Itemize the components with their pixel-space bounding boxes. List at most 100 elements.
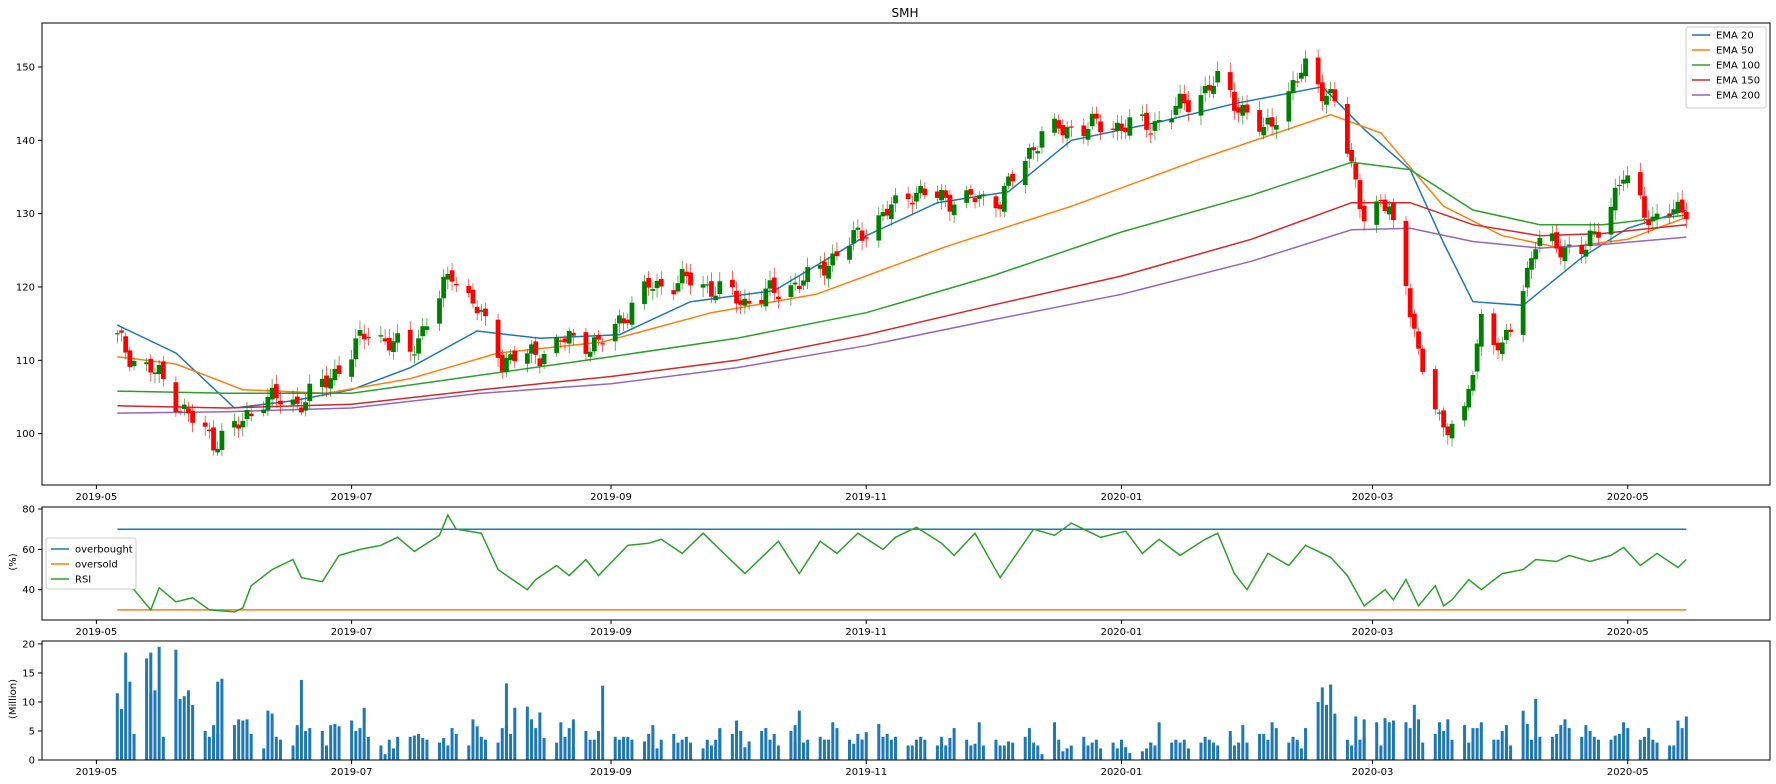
volume-bar — [852, 743, 856, 760]
volume-bar — [308, 728, 312, 760]
volume-bar — [630, 739, 634, 760]
candle-body — [131, 360, 137, 367]
candle-body — [1257, 110, 1262, 132]
price-x-axis: 2019-05 2019-07 2019-09 2019-11 2020-01 2020-… — [75, 485, 1649, 503]
volume-bar — [944, 745, 948, 760]
candle-body — [968, 189, 974, 195]
volume-bar — [513, 707, 517, 760]
volume-bar — [1412, 704, 1416, 760]
candle-body — [512, 350, 518, 362]
candle-body — [1265, 117, 1271, 125]
volume-bar — [1647, 728, 1651, 760]
candle-body — [964, 190, 970, 203]
volume-bar — [1258, 733, 1262, 760]
candle-body — [642, 281, 647, 304]
candle-body — [671, 290, 677, 295]
candle-body — [1119, 123, 1124, 131]
candle-body — [863, 237, 869, 239]
volume-bar — [998, 745, 1002, 760]
volume-bar — [304, 730, 308, 760]
volume-bar — [191, 704, 195, 760]
candle-body — [1520, 291, 1526, 335]
volume-bar — [601, 685, 605, 760]
volume-bar — [743, 747, 747, 760]
volume-bar — [291, 745, 295, 760]
volume-bar — [1082, 745, 1086, 760]
candle-body — [1524, 267, 1530, 288]
volume-bar — [1032, 742, 1036, 760]
volume-bar — [1295, 739, 1299, 760]
volume-bar — [182, 696, 186, 760]
volume-bar — [1057, 739, 1061, 760]
candle-body — [1269, 117, 1275, 127]
candle-body — [1206, 84, 1212, 91]
candle-body — [1478, 313, 1484, 347]
candle-body — [654, 280, 660, 289]
volume-bar — [1270, 722, 1274, 760]
volume-bar — [1496, 739, 1500, 760]
volume-bar — [680, 739, 684, 760]
candle-body — [775, 296, 781, 300]
candle-body — [855, 227, 861, 230]
volume-bar — [1479, 722, 1483, 760]
volume-bar — [563, 736, 567, 760]
candle-body — [1650, 216, 1656, 222]
legend-label: EMA 50 — [1716, 46, 1754, 57]
volume-bar — [848, 739, 852, 760]
volume-bar — [1216, 745, 1220, 760]
volume-bar — [153, 690, 157, 760]
volume-bar — [1002, 745, 1006, 760]
volume-bar — [948, 737, 952, 760]
volume-bar — [622, 736, 626, 760]
volume-bar — [1467, 742, 1471, 760]
candle-body — [876, 215, 882, 241]
rsi-legend: overbought oversold RSI — [45, 537, 137, 590]
volume-bar — [417, 733, 421, 760]
volume-bar — [1061, 751, 1065, 760]
candle-body — [1211, 85, 1216, 94]
volume-bar — [379, 745, 383, 760]
volume-ytick-label: 10 — [22, 697, 35, 708]
volume-bar — [354, 730, 358, 760]
volume-bar — [1228, 730, 1232, 760]
candle-body — [148, 358, 154, 373]
candle-body — [1177, 93, 1183, 109]
volume-bar — [739, 730, 743, 760]
volume-bar — [1040, 754, 1044, 760]
candle-body — [1386, 206, 1392, 215]
volume-bar — [1174, 739, 1178, 760]
candle-body — [1495, 342, 1501, 351]
candle-body — [1244, 104, 1250, 113]
volume-bar — [157, 646, 161, 760]
volume-bar — [1563, 719, 1567, 760]
volume-bar — [295, 725, 299, 760]
candle-body — [1186, 100, 1191, 112]
volume-bar — [555, 742, 559, 760]
legend-label: EMA 20 — [1716, 31, 1754, 42]
rsi-xtick-label: 2019-07 — [331, 627, 373, 638]
volume-bar — [592, 739, 596, 760]
candle-body — [445, 273, 451, 280]
volume-bar — [1492, 739, 1496, 760]
volume-bar — [1404, 722, 1408, 760]
volume-bar — [764, 728, 768, 760]
volume-bar — [496, 742, 500, 760]
volume-bar — [1274, 728, 1278, 760]
candle-body — [1625, 175, 1631, 184]
candle-body — [788, 285, 794, 297]
volume-bar — [1375, 722, 1379, 760]
candle-body — [888, 204, 894, 219]
candle-body — [759, 300, 765, 304]
volume-bar — [237, 719, 241, 760]
candle-body — [893, 195, 898, 204]
candle-body — [1441, 410, 1447, 428]
volume-bar — [559, 722, 563, 760]
rsi-xtick-label: 2019-09 — [590, 627, 632, 638]
price-ytick-label: 120 — [16, 283, 35, 294]
volume-bar — [1463, 725, 1467, 760]
candle-body — [357, 330, 363, 336]
volume-bar — [270, 713, 274, 760]
candle-body — [236, 424, 242, 429]
price-xtick-label: 2019-09 — [590, 492, 632, 503]
